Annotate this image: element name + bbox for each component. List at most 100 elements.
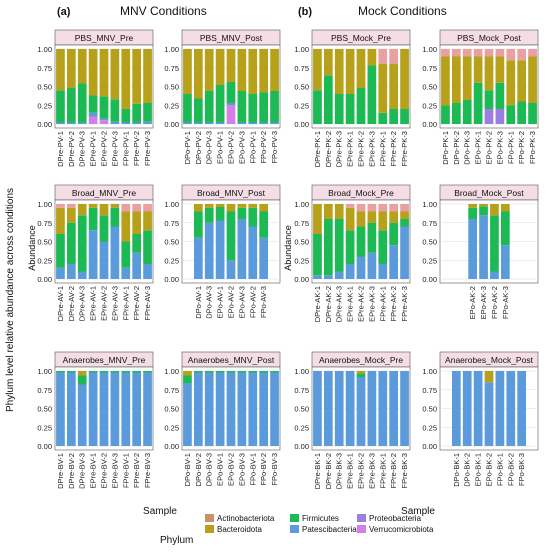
bar-segment-bacteroidota	[132, 49, 142, 104]
x-tick-label: DPre-BV-3	[78, 453, 87, 489]
y-tick-label: 0.00	[164, 120, 179, 129]
x-tick-label: EPre-PV-1	[89, 131, 98, 166]
bar-segment-patescibacteria	[462, 371, 472, 446]
bar-segment-firmicutes	[204, 207, 214, 223]
bar-segment-bacteroidota	[204, 204, 214, 208]
bar-segment-firmicutes	[468, 207, 478, 219]
bar-segment-bacteroidota	[88, 204, 98, 208]
x-tick-label: EPo-PK-2	[485, 131, 494, 164]
y-tick-label: 0.00	[294, 275, 309, 284]
bar-segment-bacteroidota	[132, 211, 142, 234]
legend-label: Bacteroidota	[217, 525, 262, 534]
bar-segment-patescibacteria	[193, 237, 203, 279]
x-tick-label: FPre-AV-2	[132, 286, 141, 320]
bar-segment-bacteroidota	[226, 49, 236, 82]
bar-segment-patescibacteria	[183, 122, 192, 124]
bar-segment-patescibacteria	[132, 252, 142, 279]
y-tick-label: 1.00	[164, 367, 179, 376]
x-tick-label: EPre-BK-2	[357, 453, 366, 489]
bar-segment-firmicutes	[99, 371, 109, 373]
bar-segment-bacteroidota	[143, 49, 152, 103]
x-tick-label: DPo-PV-1	[183, 131, 192, 164]
panel-b-title: Mock Conditions	[358, 4, 447, 18]
bar-segment-firmicutes	[313, 234, 322, 276]
y-tick-label: 1.00	[422, 45, 437, 54]
bar-segment-firmicutes	[517, 101, 527, 124]
bar-segment-firmicutes	[389, 109, 399, 124]
bar-segment-verrucomicrobiota	[99, 120, 109, 124]
bar-segment-bacteroidota	[259, 204, 269, 212]
x-tick-label: FPre-AV-1	[121, 286, 130, 320]
x-tick-label: FPre-PK-3	[400, 131, 409, 166]
x-tick-label: DPre-BK-1	[313, 453, 322, 489]
bar-segment-firmicutes	[479, 206, 488, 216]
bar-segment-verrucomicrobiota	[88, 116, 98, 124]
legend-swatch	[290, 514, 299, 522]
y-tick-label: 0.50	[422, 238, 437, 247]
x-tick-label: FPre-BK-3	[400, 453, 409, 488]
bar-segment-bacteroidota	[378, 64, 388, 113]
bar-segment-patescibacteria	[367, 252, 377, 279]
bar-segment-pink	[389, 49, 399, 64]
x-tick-label: FPre-BV-2	[132, 453, 141, 488]
inner-y-label-left: Abundance	[27, 225, 37, 271]
y-tick-label: 0.75	[422, 64, 437, 73]
bar-segment-firmicutes	[270, 91, 279, 123]
x-tick-label: DPo-BV-3	[205, 453, 214, 486]
bar-segment-pink	[462, 49, 472, 57]
bar-segment-firmicutes	[193, 211, 203, 238]
x-tick-label: FPre-PK-1	[378, 131, 387, 166]
bar-segment-firmicutes	[248, 371, 258, 373]
x-tick-label: FPo-BV-3	[270, 453, 279, 486]
x-tick-label: DPo-AV-3	[205, 286, 214, 319]
bar-segment-firmicutes	[56, 371, 65, 373]
bar-segment-bacteroidota	[400, 49, 409, 109]
bar-segment-firmicutes	[110, 371, 120, 373]
y-tick-label: 0.00	[164, 442, 179, 451]
bar-segment-patescibacteria	[313, 275, 322, 279]
bar-segment-bacteroidota	[484, 56, 494, 91]
bar-segment-firmicutes	[237, 371, 247, 373]
bar-segment-firmicutes	[313, 90, 322, 124]
bar-segment-patescibacteria	[490, 271, 499, 279]
bar-segment-firmicutes	[143, 103, 152, 122]
bar-segment-patescibacteria	[473, 371, 483, 446]
bar-segment-bacteroidota	[110, 204, 120, 208]
legend-swatch	[290, 525, 299, 533]
x-tick-label: EPo-BV-2	[227, 453, 236, 486]
x-tick-label: DPre-PV-1	[56, 131, 65, 167]
bar-segment-bacteroidota	[345, 207, 355, 231]
bar-segment-bacteroidota	[56, 207, 65, 234]
inner-y-label-right: Abundance	[283, 225, 293, 271]
bar-segment-bacteroidota	[313, 204, 322, 234]
bar-segment-firmicutes	[193, 371, 203, 373]
bar-segment-patescibacteria	[121, 372, 131, 446]
bar-segment-bacteroidota	[99, 49, 109, 97]
bar-segment-firmicutes	[270, 371, 279, 373]
y-tick-label: 0.00	[37, 442, 52, 451]
x-tick-label: EPo-PV-1	[216, 131, 225, 164]
bar-segment-firmicutes	[66, 88, 76, 123]
bar-segment-patescibacteria	[110, 226, 120, 279]
bar-segment-firmicutes	[88, 95, 98, 113]
bar-segment-patescibacteria	[237, 372, 247, 446]
bar-segment-firmicutes	[121, 371, 131, 373]
bar-segment-firmicutes	[215, 207, 225, 221]
bar-segment-firmicutes	[378, 112, 388, 124]
bar-segment-patescibacteria	[99, 372, 109, 446]
panel-title: PBS_MNV_Pre	[75, 33, 134, 43]
x-axis-title-right: Sample	[401, 506, 435, 517]
bar-segment-firmicutes	[259, 92, 269, 123]
x-tick-label: EPo-BV-3	[237, 453, 246, 486]
x-tick-label: FPo-BV-2	[259, 453, 268, 486]
bar-segment-firmicutes	[323, 219, 333, 276]
panel-pbs-mock-post: PBS_Mock_Post 0.00 0.25 0.50 0.75 1.00 DPo-PK-…	[422, 29, 539, 165]
bar-segment-patescibacteria	[88, 230, 98, 279]
legend-label: Verrucomicrobiota	[369, 525, 434, 534]
x-tick-label: FPo-PK-3	[528, 131, 537, 164]
y-tick-label: 0.00	[422, 275, 437, 284]
bar-segment-proteobacteria	[495, 109, 505, 124]
x-tick-label: FPre-BK-1	[378, 453, 387, 488]
bar-segment-firmicutes	[143, 371, 152, 373]
y-tick-label: 0.50	[422, 405, 437, 414]
